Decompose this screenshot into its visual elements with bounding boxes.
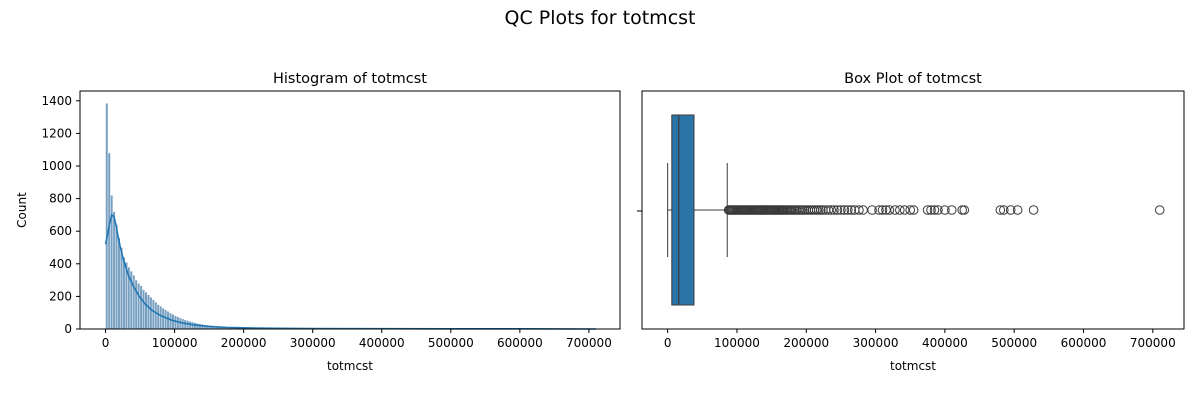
histogram-x-tick-label: 0 — [102, 336, 110, 350]
boxplot-flier — [908, 205, 919, 215]
boxplot-flier — [1012, 205, 1023, 215]
boxplot-flier — [884, 205, 895, 215]
histogram-y-tick-label: 600 — [49, 224, 72, 238]
boxplot-x-tick-label: 400000 — [922, 336, 968, 350]
histogram-bar — [107, 152, 111, 330]
boxplot-flier — [867, 205, 877, 215]
histogram-bar — [159, 305, 163, 330]
histogram-x-tick-label: 400000 — [359, 336, 405, 350]
histogram-frame — [79, 90, 621, 330]
histogram-bar — [154, 301, 158, 330]
histogram-bar — [171, 314, 175, 330]
boxplot-x-tick-label: 500000 — [991, 336, 1037, 350]
boxplot-flier — [895, 205, 905, 215]
histogram-y-tick-label: 1000 — [41, 159, 72, 173]
histogram-x-tick-label: 500000 — [428, 336, 474, 350]
histogram-bars — [105, 103, 253, 330]
histogram-bar — [164, 309, 168, 330]
histogram-bar — [142, 289, 145, 330]
histogram-y-ticks: 0 200 400 600 800 1000 1200 1400 — [41, 94, 80, 336]
boxplot-flier — [940, 205, 950, 215]
histogram-bar — [156, 304, 160, 330]
histogram-y-tick-label: 0 — [64, 322, 72, 336]
boxplot-flier — [832, 205, 843, 215]
boxplot-x-tick-label: 700000 — [1130, 336, 1176, 350]
histogram-x-tick-label: 700000 — [566, 336, 612, 350]
boxplot-flier — [1005, 205, 1016, 215]
boxplot-flier — [998, 205, 1009, 215]
boxplot-flier — [1154, 205, 1165, 215]
histogram-bar — [173, 315, 177, 330]
boxplot-flier — [839, 205, 850, 215]
boxplot-flier — [929, 205, 940, 215]
histogram-bar — [134, 279, 138, 330]
histogram-bar — [166, 311, 170, 330]
boxplot-flier — [826, 205, 837, 215]
boxplot-x-tick-label: 600000 — [1061, 336, 1107, 350]
boxplot-x-tick-label: 0 — [664, 336, 672, 350]
histogram-bar — [169, 312, 172, 330]
histogram-bar — [147, 294, 150, 330]
boxplot-fliers — [723, 205, 1165, 215]
boxplot-flier — [836, 205, 846, 215]
histogram-bar — [137, 283, 141, 330]
histogram-y-tick-label: 1400 — [41, 94, 72, 108]
boxplot-flier — [843, 205, 853, 215]
histogram-y-tick-label: 400 — [49, 257, 72, 271]
histogram-kde-line — [104, 213, 596, 330]
boxplot-frame — [641, 90, 1185, 330]
histogram-bar — [149, 297, 153, 330]
boxplot-flier — [905, 205, 916, 215]
boxplot-flier — [846, 205, 857, 215]
histogram-bar — [151, 299, 155, 330]
histogram-y-tick-label: 1200 — [41, 126, 72, 140]
histogram-bar — [144, 292, 148, 330]
boxplot-flier — [874, 205, 884, 215]
boxplot-x-tick-label: 100000 — [714, 336, 760, 350]
histogram-panel: Histogram of totmcst 0 100000 200000 300000… — [15, 71, 621, 373]
histogram-y-tick-label: 800 — [49, 192, 72, 206]
histogram-x-tick-label: 100000 — [152, 336, 198, 350]
histogram-y-tick-label: 200 — [49, 289, 72, 303]
boxplot-flier — [877, 205, 888, 215]
histogram-x-tick-label: 200000 — [221, 336, 267, 350]
boxplot-panel: Box Plot of totmcst 0 100000 200000 300000 4… — [637, 71, 1185, 373]
histogram-bar — [115, 224, 119, 330]
histogram-bar — [120, 247, 123, 330]
histogram-x-tick-label: 300000 — [290, 336, 336, 350]
boxplot-flier — [933, 205, 943, 215]
boxplot-x-label: totmcst — [890, 359, 936, 373]
boxplot-flier — [947, 205, 957, 215]
histogram-title: Histogram of totmcst — [273, 71, 427, 87]
histogram-bar — [117, 237, 121, 330]
boxplot-flier — [890, 205, 900, 215]
boxplot-box — [671, 114, 695, 306]
histogram-x-ticks: 0 100000 200000 300000 400000 500000 600000 700… — [102, 329, 612, 350]
boxplot-flier — [957, 205, 968, 215]
histogram-y-label: Count — [15, 192, 29, 228]
histogram-bar — [112, 211, 116, 330]
boxplot-flier — [829, 205, 839, 215]
histogram-x-tick-label: 600000 — [497, 336, 543, 350]
histogram-bar — [139, 285, 143, 330]
boxplot-flier — [1028, 205, 1039, 215]
boxplot-flier — [959, 205, 970, 215]
boxplot-x-tick-label: 300000 — [853, 336, 899, 350]
boxplot-flier — [854, 205, 864, 215]
boxplot-flier — [922, 205, 933, 215]
histogram-bar — [161, 307, 165, 330]
boxplot-body — [667, 114, 728, 306]
boxplot-flier — [995, 205, 1006, 215]
boxplot-title: Box Plot of totmcst — [844, 71, 982, 87]
boxplot-x-tick-label: 200000 — [783, 336, 829, 350]
histogram-bar — [122, 257, 126, 330]
histogram-bar — [105, 103, 109, 330]
boxplot-flier — [926, 205, 936, 215]
figure-suptitle: QC Plots for totmcst — [504, 7, 695, 29]
boxplot-x-ticks: 0 100000 200000 300000 400000 500000 600000 700… — [664, 329, 1176, 350]
histogram-x-label: totmcst — [327, 359, 373, 373]
